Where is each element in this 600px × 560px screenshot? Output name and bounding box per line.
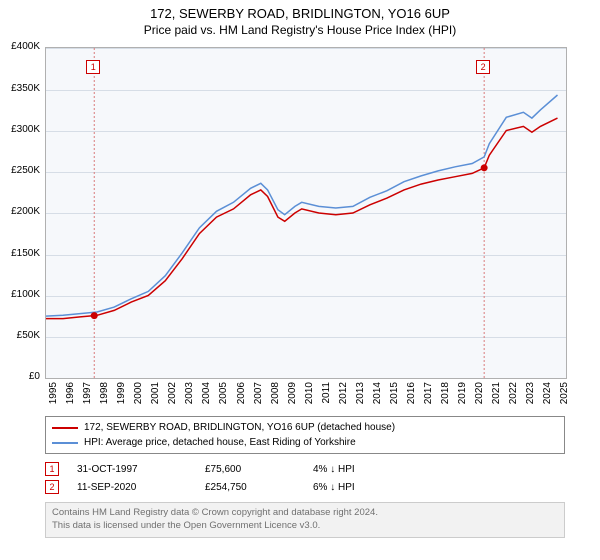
sale-marker-box: 2 (476, 60, 490, 74)
x-axis-label: 1996 (65, 382, 76, 412)
y-axis-label: £200K (0, 206, 40, 217)
x-axis-label: 2003 (184, 382, 195, 412)
plot-area (45, 47, 567, 379)
sale-diff: 4% ↓ HPI (313, 464, 413, 475)
legend-label: HPI: Average price, detached house, East… (84, 435, 356, 450)
sale-date: 11-SEP-2020 (77, 482, 187, 493)
x-axis-label: 2001 (150, 382, 161, 412)
sale-row-marker: 1 (45, 462, 59, 476)
x-axis-label: 2012 (338, 382, 349, 412)
x-axis-label: 2007 (253, 382, 264, 412)
y-axis-label: £150K (0, 248, 40, 259)
x-axis-label: 2016 (406, 382, 417, 412)
x-axis-label: 1998 (99, 382, 110, 412)
x-axis-label: 2006 (236, 382, 247, 412)
legend-row: HPI: Average price, detached house, East… (52, 435, 558, 450)
sale-row: 2 11-SEP-2020 £254,750 6% ↓ HPI (45, 478, 565, 496)
y-axis-label: £300K (0, 124, 40, 135)
x-axis-label: 2024 (542, 382, 553, 412)
series-price_paid (46, 119, 558, 320)
x-axis-label: 2019 (457, 382, 468, 412)
x-axis-label: 2004 (201, 382, 212, 412)
x-axis-label: 2021 (491, 382, 502, 412)
sale-row-marker: 2 (45, 480, 59, 494)
y-axis-label: £350K (0, 83, 40, 94)
footnote: Contains HM Land Registry data © Crown c… (45, 502, 565, 538)
series-hpi (46, 95, 558, 316)
x-axis-label: 2020 (474, 382, 485, 412)
sale-dot (91, 313, 98, 320)
sale-price: £254,750 (205, 482, 295, 493)
legend-swatch (52, 442, 78, 444)
chart-area: £0 £50K £100K £150K £200K £250K £300K £350K £400… (0, 42, 570, 412)
sale-marker-box: 1 (86, 60, 100, 74)
y-axis-label: £400K (0, 41, 40, 52)
legend-row: 172, SEWERBY ROAD, BRIDLINGTON, YO16 6UP… (52, 420, 558, 435)
sales-table: 1 31-OCT-1997 £75,600 4% ↓ HPI 2 11-SEP-2020 £… (45, 460, 565, 496)
legend-label: 172, SEWERBY ROAD, BRIDLINGTON, YO16 6UP… (84, 420, 395, 435)
x-axis-label: 2002 (167, 382, 178, 412)
x-axis-label: 2010 (304, 382, 315, 412)
x-axis-label: 2018 (440, 382, 451, 412)
x-axis-label: 1999 (116, 382, 127, 412)
x-axis-label: 2000 (133, 382, 144, 412)
y-axis-label: £0 (0, 371, 40, 382)
x-axis-label: 1995 (48, 382, 59, 412)
x-axis-label: 2017 (423, 382, 434, 412)
title-subtitle: Price paid vs. HM Land Registry's House … (0, 23, 600, 39)
y-axis-label: £100K (0, 289, 40, 300)
footnote-line2: This data is licensed under the Open Gov… (52, 520, 558, 533)
footnote-line1: Contains HM Land Registry data © Crown c… (52, 507, 558, 520)
title-address: 172, SEWERBY ROAD, BRIDLINGTON, YO16 6UP (0, 6, 600, 23)
sale-dot (481, 165, 488, 172)
y-axis-label: £250K (0, 165, 40, 176)
sale-date: 31-OCT-1997 (77, 464, 187, 475)
x-axis-label: 1997 (82, 382, 93, 412)
x-axis-label: 2022 (508, 382, 519, 412)
sale-price: £75,600 (205, 464, 295, 475)
legend-swatch (52, 427, 78, 429)
x-axis-label: 2011 (321, 382, 332, 412)
sale-row: 1 31-OCT-1997 £75,600 4% ↓ HPI (45, 460, 565, 478)
x-axis-label: 2015 (389, 382, 400, 412)
x-axis-label: 2005 (218, 382, 229, 412)
y-axis-label: £50K (0, 330, 40, 341)
legend: 172, SEWERBY ROAD, BRIDLINGTON, YO16 6UP… (45, 416, 565, 454)
sale-diff: 6% ↓ HPI (313, 482, 413, 493)
x-axis-label: 2023 (525, 382, 536, 412)
x-axis-label: 2008 (270, 382, 281, 412)
chart-svg (46, 48, 566, 378)
x-axis-label: 2009 (287, 382, 298, 412)
x-axis-label: 2013 (355, 382, 366, 412)
x-axis-label: 2025 (559, 382, 570, 412)
x-axis-label: 2014 (372, 382, 383, 412)
chart-title: 172, SEWERBY ROAD, BRIDLINGTON, YO16 6UP… (0, 0, 600, 38)
